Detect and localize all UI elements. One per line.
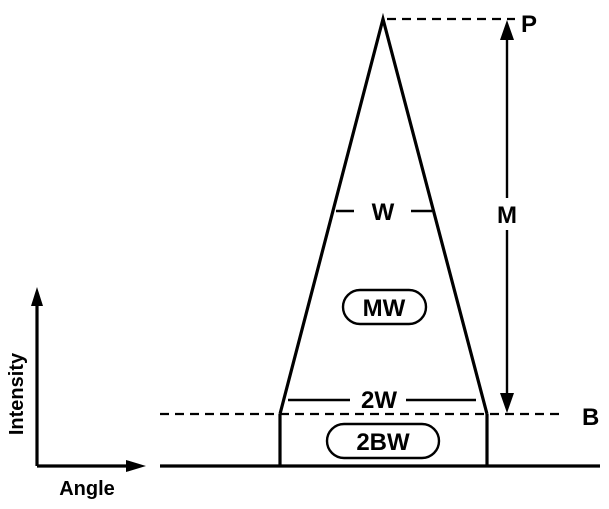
magnitude-arrow-down-head (500, 393, 514, 413)
peak-label: P (521, 11, 537, 38)
angle-axis-arrowhead (126, 460, 146, 472)
intensity-axis-label: Intensity (6, 352, 28, 435)
magnitude-arrow-up-head (500, 20, 514, 40)
background-area-label: 2BW (356, 429, 410, 456)
double-width-label: 2W (361, 387, 397, 414)
background-area-oval (325, 422, 441, 460)
angle-axis-label: Angle (59, 478, 115, 500)
peak-area-oval (341, 288, 428, 326)
intensity-axis-arrowhead (31, 287, 43, 306)
background-label: B (582, 404, 599, 431)
width-label: W (372, 199, 395, 226)
magnitude-label: M (497, 202, 517, 229)
peak-triangle (278, 12, 489, 415)
peak-area-label: MW (363, 295, 406, 322)
